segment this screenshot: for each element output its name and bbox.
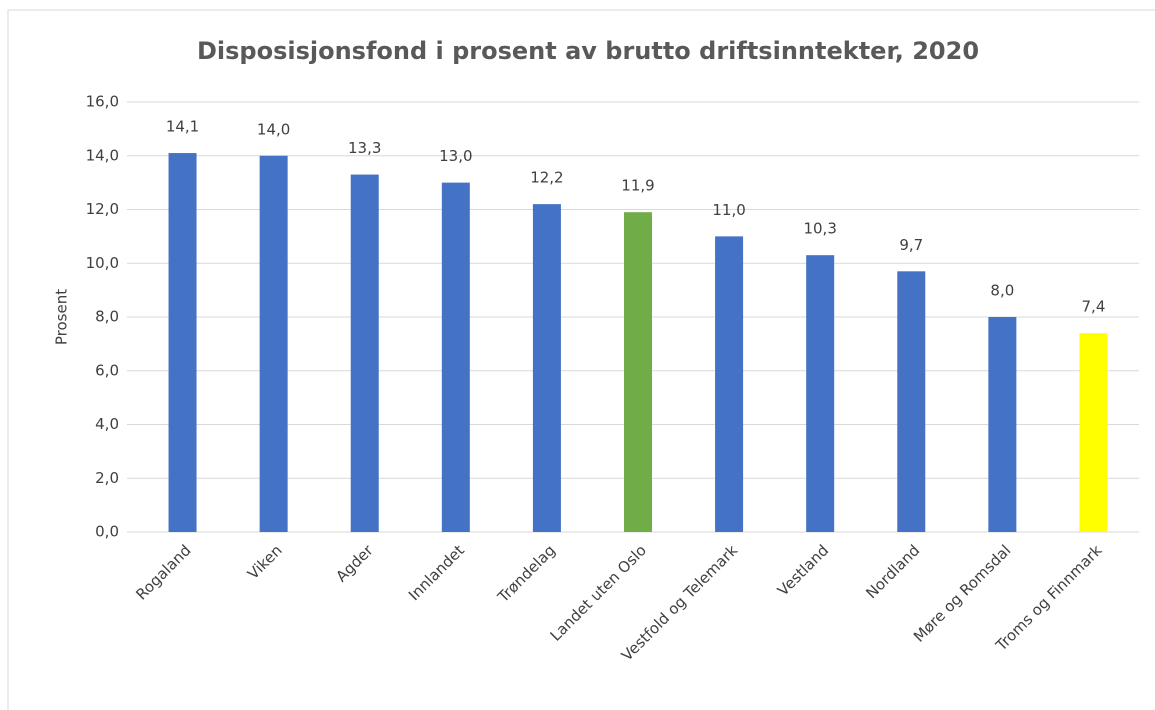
y-tick-label: 12,0 — [86, 200, 119, 218]
x-tick-label: Innlandet — [405, 541, 468, 604]
value-label: 13,3 — [348, 139, 381, 157]
value-label: 14,1 — [166, 118, 199, 136]
bar — [1079, 333, 1108, 532]
bar — [168, 153, 197, 532]
x-tick-label: Rogaland — [132, 541, 194, 603]
y-tick-label: 6,0 — [95, 361, 119, 379]
bar — [715, 236, 744, 532]
y-tick-label: 14,0 — [86, 146, 119, 164]
value-label: 10,3 — [803, 220, 836, 238]
x-tick-label: Agder — [332, 541, 377, 586]
y-tick-label: 8,0 — [95, 308, 119, 326]
bar — [988, 317, 1017, 532]
bar — [532, 204, 561, 532]
x-tick-label: Nordland — [862, 541, 923, 602]
value-label: 11,9 — [621, 177, 654, 195]
chart-title: Disposisjonsfond i prosent av brutto dri… — [197, 37, 979, 65]
x-tick-label: Landet uten Oslo — [547, 541, 650, 644]
value-label: 12,2 — [530, 169, 563, 187]
y-axis-label: Prosent — [53, 289, 71, 345]
y-tick-label: 16,0 — [86, 93, 119, 111]
bar — [350, 174, 379, 532]
bar — [624, 212, 652, 532]
y-tick-label: 2,0 — [95, 469, 119, 487]
value-label: 7,4 — [1082, 298, 1106, 316]
value-label: 14,0 — [257, 120, 290, 138]
value-label: 13,0 — [439, 147, 472, 165]
value-label: 8,0 — [990, 282, 1014, 300]
y-tick-label: 10,0 — [86, 254, 119, 272]
bar — [441, 182, 470, 532]
chart-frame — [7, 9, 1155, 710]
x-tick-label: Trøndelag — [494, 541, 559, 606]
bar — [897, 271, 926, 532]
value-label: 9,7 — [899, 236, 923, 254]
value-label: 11,0 — [712, 201, 745, 219]
x-tick-label: Møre og Romsdal — [910, 541, 1014, 645]
y-tick-label: 0,0 — [95, 523, 119, 541]
bar — [259, 155, 288, 532]
x-tick-label: Vestland — [774, 541, 832, 599]
y-tick-label: 4,0 — [95, 415, 119, 433]
bar — [806, 255, 835, 532]
x-tick-label: Viken — [244, 541, 286, 583]
